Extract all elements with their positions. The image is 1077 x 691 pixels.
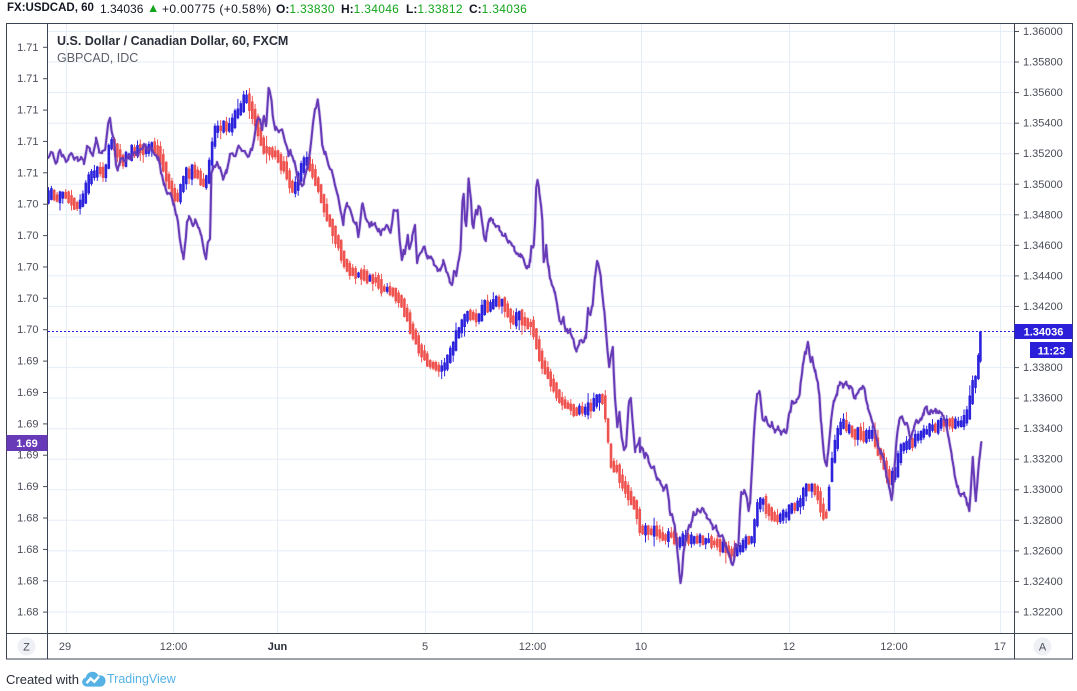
svg-text:1.35400: 1.35400: [1023, 118, 1063, 130]
svg-text:1.71: 1.71: [17, 105, 38, 117]
svg-text:1.35000: 1.35000: [1023, 179, 1063, 191]
svg-text:GBPCAD, IDC: GBPCAD, IDC: [57, 51, 138, 65]
svg-text:5: 5: [422, 641, 428, 653]
svg-text:1.71: 1.71: [17, 136, 38, 148]
svg-text:1.34800: 1.34800: [1023, 209, 1063, 221]
svg-text:1.68: 1.68: [17, 607, 38, 619]
svg-text:1.69: 1.69: [17, 418, 38, 430]
svg-text:12:00: 12:00: [880, 641, 908, 653]
svg-text:Z: Z: [23, 642, 30, 654]
svg-text:1.35600: 1.35600: [1023, 87, 1063, 99]
svg-text:1.33400: 1.33400: [1023, 423, 1063, 435]
svg-text:10: 10: [635, 641, 647, 653]
svg-text:1.32200: 1.32200: [1023, 607, 1063, 619]
svg-text:1.69: 1.69: [16, 438, 37, 450]
svg-text:1.33800: 1.33800: [1023, 362, 1063, 374]
svg-text:Jun: Jun: [268, 641, 288, 653]
svg-text:12: 12: [783, 641, 795, 653]
svg-text:1.70: 1.70: [17, 262, 38, 274]
svg-text:1.69: 1.69: [17, 481, 38, 493]
svg-text:1.71: 1.71: [17, 42, 38, 54]
svg-text:1.34400: 1.34400: [1023, 270, 1063, 282]
svg-text:1.32600: 1.32600: [1023, 545, 1063, 557]
svg-text:1.69: 1.69: [17, 387, 38, 399]
svg-text:1.70: 1.70: [17, 324, 38, 336]
svg-text:1.70: 1.70: [17, 230, 38, 242]
svg-text:1.68: 1.68: [17, 513, 38, 525]
svg-text:1.35200: 1.35200: [1023, 148, 1063, 160]
svg-text:1.33600: 1.33600: [1023, 393, 1063, 405]
svg-text:17: 17: [994, 641, 1006, 653]
svg-text:12:00: 12:00: [519, 641, 547, 653]
svg-text:11:23: 11:23: [1038, 346, 1066, 358]
svg-text:1.68: 1.68: [17, 575, 38, 587]
svg-text:1.36000: 1.36000: [1023, 26, 1063, 38]
svg-text:1.69: 1.69: [17, 450, 38, 462]
svg-text:1.71: 1.71: [17, 167, 38, 179]
svg-text:1.33000: 1.33000: [1023, 484, 1063, 496]
svg-text:1.32800: 1.32800: [1023, 515, 1063, 527]
svg-text:29: 29: [59, 641, 71, 653]
svg-text:U.S. Dollar / Canadian Dollar,: U.S. Dollar / Canadian Dollar, 60, FXCM: [57, 34, 288, 48]
svg-text:1.34200: 1.34200: [1023, 301, 1063, 313]
svg-text:1.34036: 1.34036: [1024, 327, 1064, 339]
svg-text:1.69: 1.69: [17, 356, 38, 368]
svg-text:1.33200: 1.33200: [1023, 454, 1063, 466]
svg-text:1.68: 1.68: [17, 544, 38, 556]
svg-text:A: A: [1039, 642, 1047, 654]
svg-text:1.32400: 1.32400: [1023, 576, 1063, 588]
svg-text:1.71: 1.71: [17, 73, 38, 85]
svg-text:12:00: 12:00: [160, 641, 188, 653]
svg-text:1.70: 1.70: [17, 199, 38, 211]
svg-text:1.34600: 1.34600: [1023, 240, 1063, 252]
svg-text:1.35800: 1.35800: [1023, 57, 1063, 69]
svg-text:1.70: 1.70: [17, 293, 38, 305]
